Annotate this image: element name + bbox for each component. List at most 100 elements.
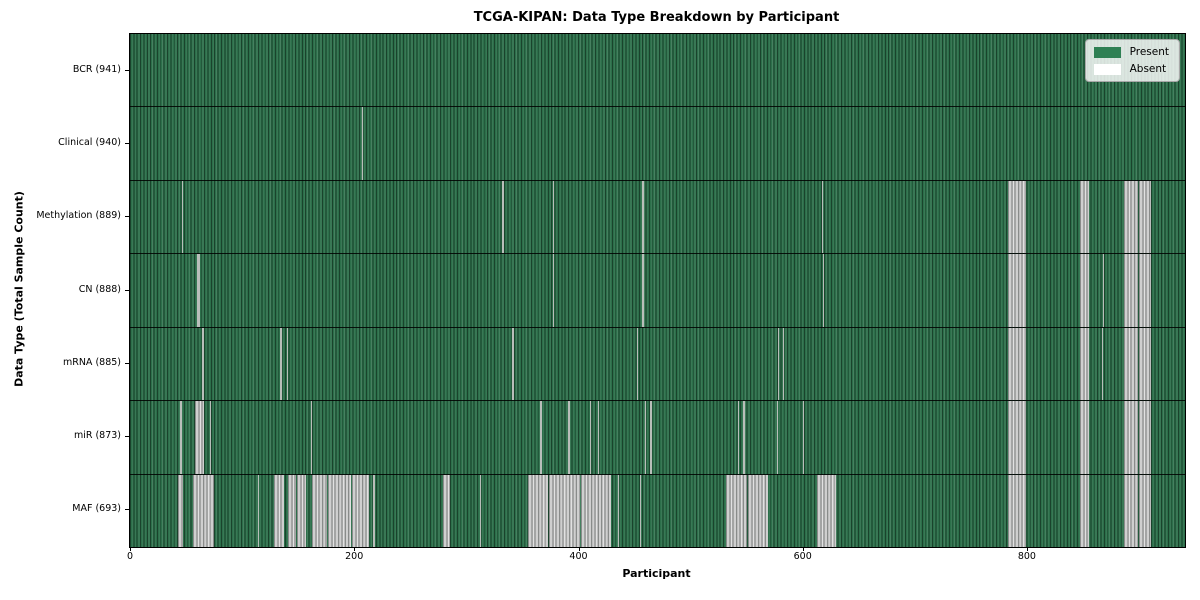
absent-stripe <box>192 474 215 547</box>
absent-stripe <box>597 401 599 474</box>
absent-stripe <box>280 327 282 401</box>
absent-stripe <box>743 401 745 474</box>
y-tick-mark <box>125 216 129 218</box>
absent-stripe <box>442 474 450 547</box>
absent-stripe <box>540 401 542 474</box>
absent-stripe <box>640 474 642 547</box>
absent-stripe <box>1124 327 1138 401</box>
absent-stripe <box>1079 254 1089 327</box>
absent-stripe <box>273 474 284 547</box>
absent-stripe <box>650 401 652 474</box>
absent-stripe <box>822 254 825 327</box>
absent-stripe <box>817 474 837 547</box>
absent-stripe <box>821 180 824 254</box>
heatmap-row-cn <box>130 253 1185 327</box>
absent-stripe <box>362 107 364 180</box>
absent-stripe <box>197 254 200 327</box>
absent-stripe <box>181 180 183 254</box>
x-tick-label-800: 800 <box>1017 551 1036 562</box>
absent-stripe <box>726 474 747 547</box>
x-tick-label-400: 400 <box>569 551 588 562</box>
absent-stripe <box>568 401 570 474</box>
absent-stripe <box>1079 401 1089 474</box>
heatmap-row-methylation <box>130 179 1185 254</box>
y-tick-label-bcr: BCR (941) <box>72 63 121 75</box>
legend-swatch-present <box>1093 46 1121 58</box>
absent-stripe <box>297 474 307 547</box>
chart-title: TCGA-KIPAN: Data Type Breakdown by Parti… <box>473 10 840 25</box>
absent-stripe <box>1007 327 1026 401</box>
absent-stripe <box>1139 401 1152 474</box>
absent-stripe <box>1139 474 1152 547</box>
heatmap-row-mir <box>130 400 1185 474</box>
heatmap-row-bcr <box>130 34 1185 106</box>
absent-stripe <box>1124 180 1138 254</box>
absent-stripe <box>1139 327 1152 401</box>
absent-stripe <box>528 474 549 547</box>
y-tick-label-mir: miR (873) <box>73 430 121 442</box>
absent-stripe <box>1079 474 1089 547</box>
absent-stripe <box>1124 254 1138 327</box>
absent-stripe <box>1139 180 1152 254</box>
y-tick-mark <box>125 142 129 144</box>
heatmap-row-clinical <box>130 106 1185 180</box>
absent-stripe <box>328 474 351 547</box>
heatmap-row-maf <box>130 473 1185 547</box>
absent-stripe <box>782 327 784 401</box>
absent-stripe <box>201 327 204 401</box>
x-tick-mark <box>1026 547 1028 551</box>
absent-stripe <box>351 474 369 547</box>
absent-stripe <box>311 474 328 547</box>
absent-stripe <box>1103 254 1105 327</box>
absent-stripe <box>642 180 644 254</box>
absent-stripe <box>195 401 204 474</box>
legend-label: Present <box>1129 46 1169 58</box>
heatmap-row-mrna <box>130 326 1185 401</box>
y-tick-mark <box>125 289 129 291</box>
absent-stripe <box>1102 327 1104 401</box>
absent-stripe <box>310 401 312 474</box>
absent-stripe <box>1007 474 1026 547</box>
y-tick-label-methylation: Methylation (889) <box>36 210 121 222</box>
absent-stripe <box>180 401 182 474</box>
x-tick-label-200: 200 <box>345 551 364 562</box>
y-tick-mark <box>125 436 129 438</box>
absent-stripe <box>1079 327 1089 401</box>
absent-stripe <box>1139 254 1152 327</box>
absent-stripe <box>552 180 554 254</box>
absent-stripe <box>778 327 780 401</box>
absent-stripe <box>552 254 554 327</box>
x-tick-label-600: 600 <box>793 551 812 562</box>
x-tick-mark <box>802 547 804 551</box>
x-tick-label-0: 0 <box>126 551 134 562</box>
absent-stripe <box>642 254 644 327</box>
absent-stripe <box>549 474 580 547</box>
absent-stripe <box>257 474 260 547</box>
absent-stripe <box>288 474 296 547</box>
legend-entry-absent: Absent <box>1093 63 1169 75</box>
x-tick-mark <box>578 547 580 551</box>
x-tick-mark <box>354 547 356 551</box>
y-tick-mark <box>125 362 129 364</box>
x-tick-mark <box>130 547 131 551</box>
absent-stripe <box>512 327 514 401</box>
absent-stripe <box>617 474 619 547</box>
y-tick-label-cn: CN (888) <box>78 283 121 295</box>
absent-stripe <box>580 474 611 547</box>
y-tick-label-maf: MAF (693) <box>72 503 121 515</box>
y-tick-mark <box>125 509 129 511</box>
absent-stripe <box>1007 254 1026 327</box>
absent-stripe <box>209 401 211 474</box>
absent-stripe <box>178 474 183 547</box>
absent-stripe <box>286 327 289 401</box>
legend-swatch-absent <box>1093 63 1121 75</box>
absent-stripe <box>747 474 768 547</box>
y-tick-mark <box>125 69 129 71</box>
absent-stripe <box>737 401 739 474</box>
y-tick-label-mrna: mRNA (885) <box>62 356 121 368</box>
absent-stripe <box>1007 180 1026 254</box>
legend-entry-present: Present <box>1093 46 1169 58</box>
absent-stripe <box>1079 180 1089 254</box>
absent-stripe <box>373 474 375 547</box>
